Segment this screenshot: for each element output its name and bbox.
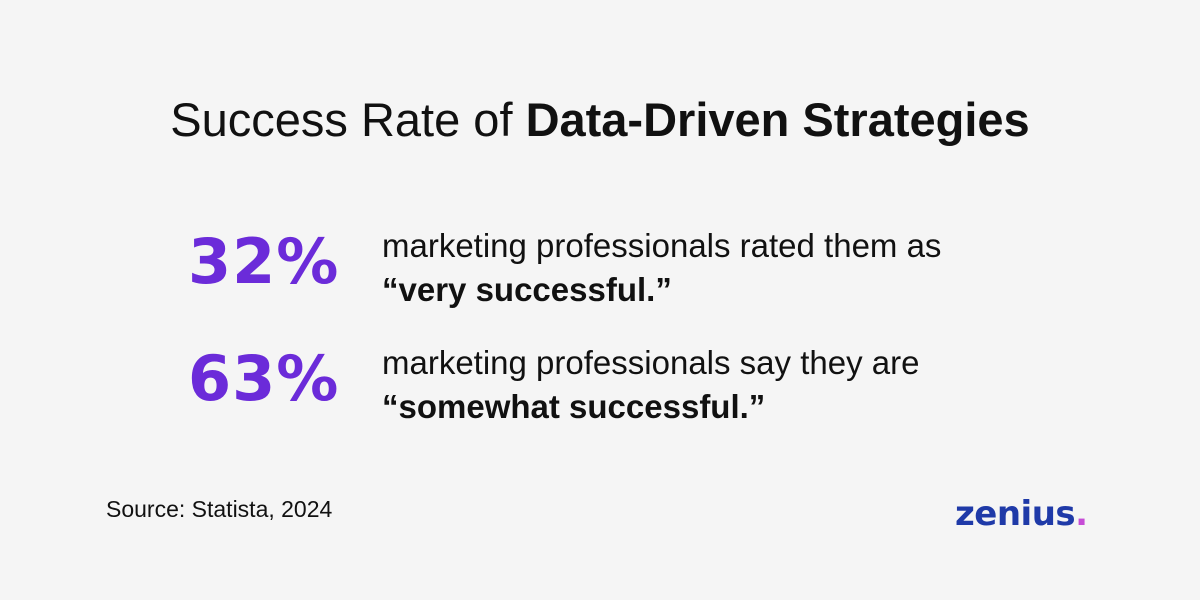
logo-text: zenius (955, 494, 1076, 534)
stat-line: marketing professionals say they are (382, 344, 920, 381)
stat-description: marketing professionals say they are “so… (382, 341, 1082, 429)
stat-line: marketing professionals rated them as (382, 227, 942, 264)
stat-emphasis: “very successful.” (382, 271, 672, 308)
stat-very-successful: 32% marketing professionals rated them a… (188, 222, 1088, 312)
page-title: Success Rate of Data-Driven Strategies (0, 88, 1200, 152)
stat-value: 32% (188, 225, 340, 298)
title-bold: Data-Driven Strategies (525, 93, 1030, 146)
stat-description: marketing professionals rated them as “v… (382, 224, 1082, 312)
stat-value: 63% (188, 342, 340, 415)
logo-dot: . (1075, 494, 1088, 534)
source-credit: Source: Statista, 2024 (106, 496, 333, 522)
stat-somewhat-successful: 63% marketing professionals say they are… (188, 339, 1088, 429)
title-regular: Success Rate of (170, 93, 526, 146)
stat-emphasis: “somewhat successful.” (382, 388, 766, 425)
brand-logo: zenius. (955, 492, 1088, 536)
